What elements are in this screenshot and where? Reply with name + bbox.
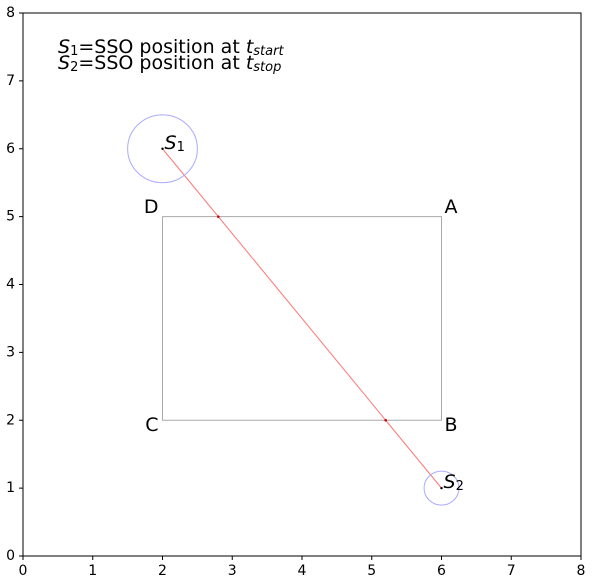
y-tick-label: 1 [6, 480, 15, 496]
x-tick-label: 1 [88, 563, 97, 579]
uncertainty-circle [127, 114, 198, 184]
x-tick-label: 6 [437, 563, 446, 579]
x-tick-label: 0 [19, 563, 28, 579]
intersection [217, 215, 220, 218]
y-tick-label: 3 [6, 344, 15, 360]
ann-symbol: S [58, 36, 70, 58]
y-tick-label: 2 [6, 412, 15, 428]
trajectory [162, 148, 442, 489]
vertex-label: C [145, 414, 158, 436]
point-symbol: S [165, 131, 177, 153]
point-subscript: 2 [456, 479, 464, 494]
ann-text: =SSO position at [78, 36, 245, 58]
point [440, 486, 443, 490]
x-tick-label: 7 [507, 563, 516, 579]
point-label: S1 [165, 131, 185, 154]
point-subscript: 1 [177, 139, 185, 154]
x-tick-label: 4 [298, 563, 307, 579]
ann-t: t [246, 36, 255, 58]
x-tick-label: 3 [228, 563, 237, 579]
ann-t: t [246, 52, 255, 74]
x-tick-label: 2 [158, 563, 167, 579]
plot-frame [22, 12, 582, 557]
vertex-label: B [445, 414, 458, 436]
ann-subscript: 2 [70, 60, 78, 75]
point-label: S2 [444, 471, 464, 494]
y-tick-label: 5 [6, 209, 15, 225]
uncertainty-circle [423, 470, 460, 506]
ann-t-subscript: start [253, 44, 284, 59]
intersection [384, 418, 388, 422]
y-tick-label: 0 [6, 548, 15, 564]
point-symbol: S [444, 471, 456, 493]
point [161, 147, 164, 150]
x-tick-label: 5 [367, 563, 376, 579]
ann-text: =SSO position at [78, 52, 245, 74]
ann-t-subscript: stop [253, 60, 281, 75]
y-tick-label: 7 [6, 73, 15, 89]
vertex-label: D [144, 196, 159, 218]
annotation: S2=SSO position at tstop [58, 52, 281, 75]
y-tick-label: 8 [6, 5, 15, 21]
annotation: S1=SSO position at tstart [58, 36, 284, 59]
y-tick-label: 4 [6, 277, 15, 293]
y-tick-label: 6 [6, 141, 15, 157]
ann-subscript: 1 [70, 44, 78, 59]
rectangle [162, 216, 442, 421]
x-tick-label: 8 [577, 563, 586, 579]
ann-symbol: S [58, 52, 70, 74]
vertex-label: A [445, 196, 458, 218]
